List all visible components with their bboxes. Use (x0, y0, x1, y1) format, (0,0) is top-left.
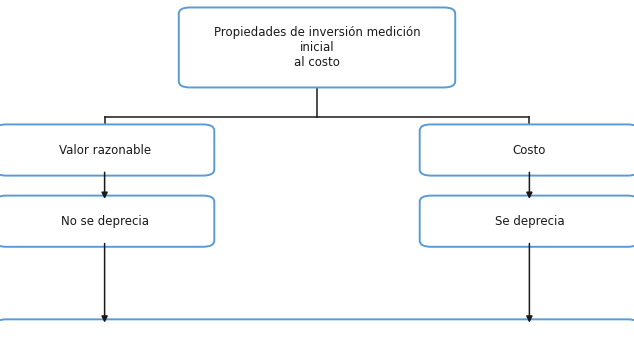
FancyBboxPatch shape (0, 124, 214, 176)
Text: Propiedades de inversión medición
inicial
al costo: Propiedades de inversión medición inicia… (214, 26, 420, 69)
FancyBboxPatch shape (0, 319, 634, 339)
FancyBboxPatch shape (420, 196, 634, 247)
Text: Costo: Costo (513, 143, 546, 157)
FancyBboxPatch shape (420, 124, 634, 176)
Text: No se deprecia: No se deprecia (61, 215, 148, 228)
Text: Valor razonable: Valor razonable (58, 143, 151, 157)
Text: Se deprecia: Se deprecia (495, 215, 564, 228)
FancyBboxPatch shape (0, 196, 214, 247)
FancyBboxPatch shape (179, 7, 455, 87)
